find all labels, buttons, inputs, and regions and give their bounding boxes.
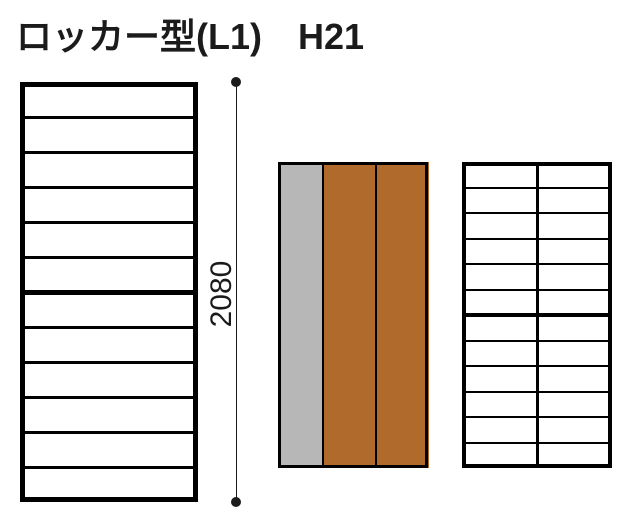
panel-left-border — [20, 82, 198, 502]
dimension-label: 2080 — [205, 244, 239, 344]
panel-middle — [278, 162, 428, 468]
dimension-dot-bottom — [231, 497, 241, 507]
panel-right — [462, 162, 612, 468]
panel-left — [20, 82, 198, 502]
panel-middle-border — [278, 162, 428, 468]
dimension-dot-top — [231, 77, 241, 87]
panel-right-border — [462, 162, 612, 468]
diagram-title: ロッカー型(L1) H21 — [16, 8, 364, 60]
